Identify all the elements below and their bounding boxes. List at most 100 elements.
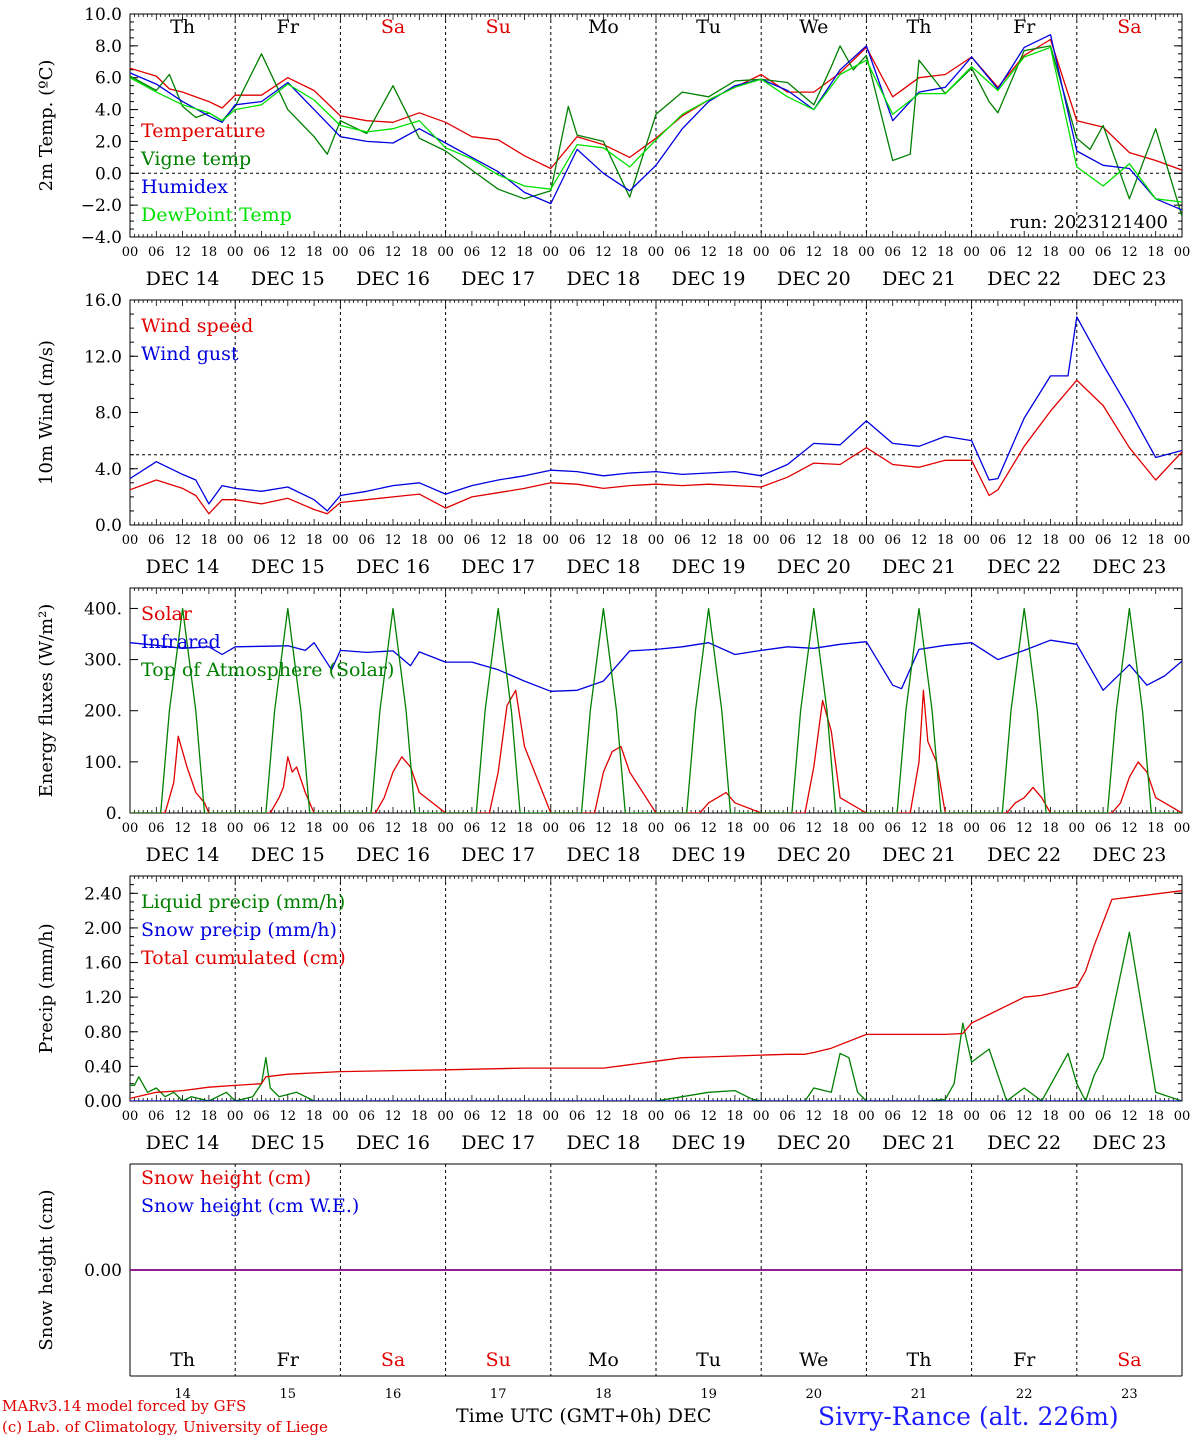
day-name: Th: [907, 16, 932, 38]
hour-label: 00: [753, 1109, 770, 1124]
hour-label: 18: [411, 821, 428, 836]
hour-label: 00: [753, 533, 770, 548]
panel-5: 0.00 Snow height (cm) Snow height (cm) Snow…: [36, 1163, 1183, 1402]
day-name: Th: [907, 1349, 932, 1371]
day-name: Fr: [1013, 16, 1036, 38]
legend-entry: Infrared: [141, 631, 221, 653]
date-label: DEC 14: [146, 844, 220, 866]
hour-label: 00: [543, 821, 560, 836]
hour-label: 06: [148, 245, 165, 260]
date-label: DEC 18: [566, 268, 640, 290]
day-name: Th: [170, 1349, 195, 1371]
series-line: [130, 890, 1182, 1100]
hour-label: 18: [1147, 1109, 1164, 1124]
date-label: DEC 15: [251, 268, 325, 290]
date-label: DEC 21: [882, 268, 956, 290]
hour-label: 18: [832, 821, 849, 836]
hour-label: 00: [122, 533, 139, 548]
hour-label: 12: [1016, 245, 1033, 260]
hour-label: 00: [227, 533, 244, 548]
hour-label: 06: [569, 1109, 586, 1124]
panel-1: 00 06 12 18 00 06 12 18 00 06 12 18 00 06 12 18 00 06 12 18…: [36, 5, 1190, 290]
hour-label: 18: [937, 533, 954, 548]
hour-label: 18: [1042, 533, 1059, 548]
day-name: We: [799, 16, 828, 38]
hour-label: 06: [358, 1109, 375, 1124]
day-name: Su: [486, 1349, 511, 1371]
hour-label: 06: [464, 821, 481, 836]
hour-label: 00: [1069, 245, 1086, 260]
legend-entry: Humidex: [141, 176, 228, 198]
hour-label: 00: [963, 1109, 980, 1124]
hour-label: 06: [148, 533, 165, 548]
day-name: Tu: [696, 1349, 721, 1371]
date-label: DEC 20: [777, 1132, 851, 1154]
day-number: 22: [1016, 1387, 1033, 1402]
hour-label: 18: [306, 821, 323, 836]
hour-label: 00: [963, 533, 980, 548]
legend-entry: Wind gust: [141, 343, 239, 365]
date-label: DEC 17: [461, 556, 535, 578]
legend-entry: Top of Atmosphere (Solar): [141, 659, 394, 681]
y-tick-label: 200.: [84, 702, 122, 722]
hour-label: 18: [516, 821, 533, 836]
series-line: [130, 38, 1182, 171]
y-tick-label: 4.0: [95, 460, 122, 480]
hour-label: 18: [516, 533, 533, 548]
hour-label: 18: [832, 245, 849, 260]
day-name: Sa: [1117, 16, 1141, 38]
y-tick-label: 0.0: [95, 164, 122, 184]
hour-label: 18: [621, 245, 638, 260]
date-label: DEC 22: [987, 844, 1061, 866]
date-label: DEC 15: [251, 844, 325, 866]
day-name: Fr: [1013, 1349, 1036, 1371]
y-tick-label: 0.0: [95, 516, 122, 536]
hour-label: 12: [280, 1109, 297, 1124]
hour-label: 12: [280, 533, 297, 548]
hour-label: 00: [648, 245, 665, 260]
legend-entry: Snow precip (mm/h): [141, 919, 337, 941]
day-number: 18: [595, 1387, 612, 1402]
date-label: DEC 18: [566, 556, 640, 578]
hour-label: 18: [306, 533, 323, 548]
hour-label: 18: [832, 533, 849, 548]
date-label: DEC 18: [566, 844, 640, 866]
hour-label: 06: [990, 1109, 1007, 1124]
day-name: Mo: [588, 1349, 619, 1371]
y-axis-title: 2m Temp. (ºC): [36, 60, 57, 192]
hour-label: 12: [280, 245, 297, 260]
y-tick-label: 300.: [84, 651, 122, 671]
hour-label: 12: [385, 533, 402, 548]
model-credit: MARv3.14 model forced by GFS: [2, 1397, 247, 1415]
hour-label: 18: [1042, 1109, 1059, 1124]
day-name: Sa: [1117, 1349, 1141, 1371]
hour-label: 18: [727, 533, 744, 548]
hour-label: 00: [437, 245, 454, 260]
run-label: run: 2023121400: [1010, 212, 1168, 233]
hour-label: 18: [201, 533, 218, 548]
series-group: [130, 34, 1182, 217]
hour-label: 00: [332, 1109, 349, 1124]
hour-label: 12: [1016, 533, 1033, 548]
hour-label: 00: [227, 245, 244, 260]
panel-frame: [129, 587, 1183, 814]
hour-label: 18: [1042, 245, 1059, 260]
hour-label: 12: [911, 245, 928, 260]
date-label: DEC 21: [882, 556, 956, 578]
hour-label: 18: [1147, 245, 1164, 260]
hour-label: 06: [358, 821, 375, 836]
hour-label: 06: [884, 821, 901, 836]
hour-label: 18: [516, 245, 533, 260]
hour-label: 06: [674, 821, 691, 836]
series-line: [130, 639, 1182, 692]
hour-label: 06: [253, 1109, 270, 1124]
panel-3: 00 06 12 18 00 06 12 18 00 06 12 18 00 06 12 18 00 06 12 18…: [36, 587, 1190, 866]
hour-label: 00: [1174, 245, 1191, 260]
day-name: Sa: [381, 1349, 405, 1371]
hour-label: 06: [884, 1109, 901, 1124]
lab-credit: (c) Lab. of Climatology, University of L…: [2, 1418, 328, 1436]
hour-label: 00: [122, 1109, 139, 1124]
hour-label: 06: [779, 533, 796, 548]
date-label: DEC 20: [777, 268, 851, 290]
hour-label: 12: [1016, 1109, 1033, 1124]
